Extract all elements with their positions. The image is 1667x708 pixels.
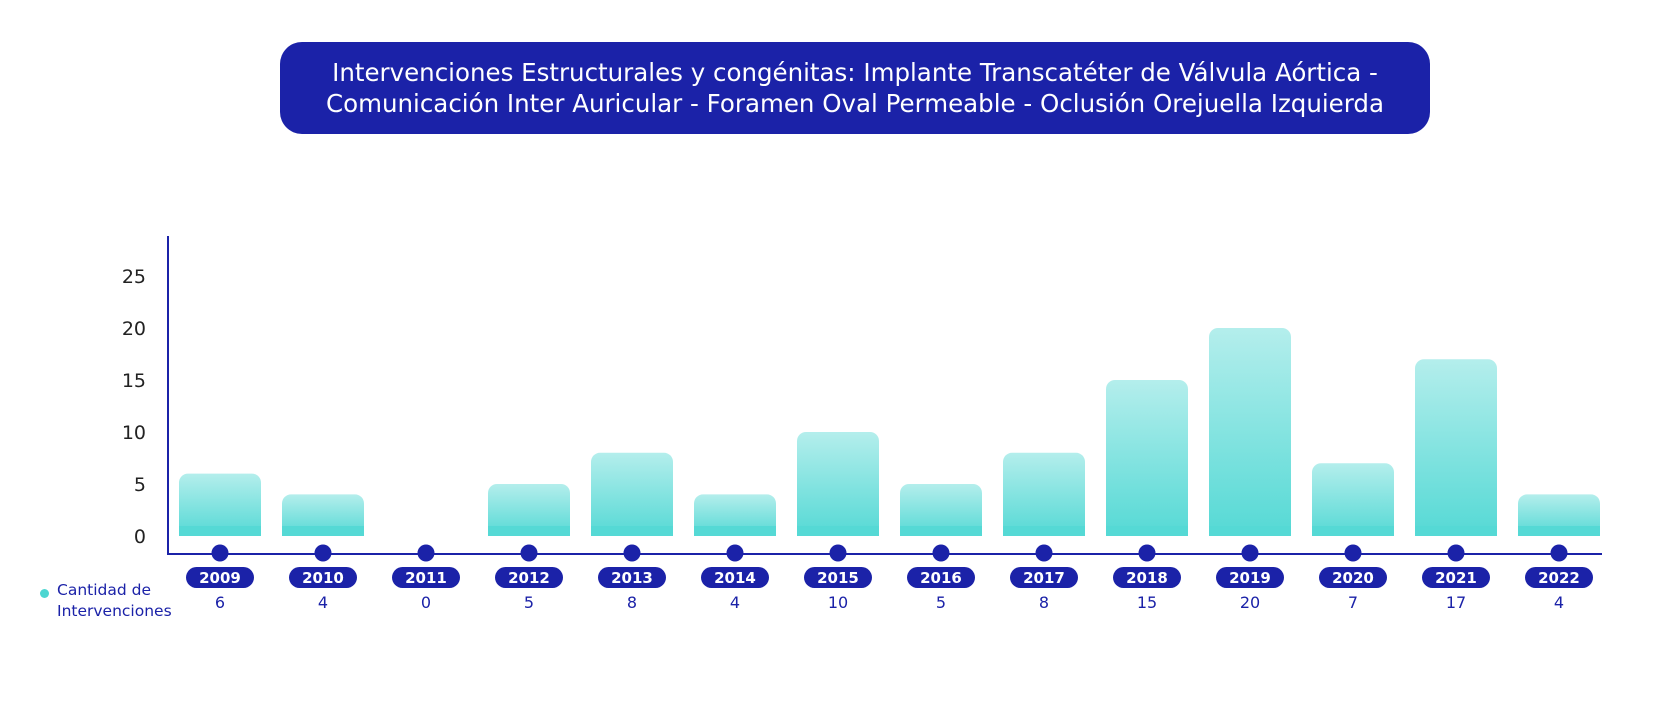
y-tick-label: 20 [122,318,146,340]
x-axis-marker [623,544,641,562]
bar-base [488,526,570,536]
year-pill [907,567,975,588]
year-pill [392,567,460,588]
data-label: 4 [1554,593,1564,612]
x-tick-label: 2009 [199,569,241,587]
legend-label: Cantidad de Intervenciones [57,581,172,620]
bar [591,452,673,536]
year-pill [186,567,254,588]
x-axis-marker [314,544,332,562]
data-label: 10 [828,593,848,612]
x-axis-marker [1550,544,1568,562]
x-tick-label: 2010 [302,569,344,587]
bar [1003,452,1085,536]
year-pill [804,567,872,588]
bar-base [1312,526,1394,536]
data-label: 7 [1348,593,1358,612]
x-tick-label: 2022 [1538,569,1580,587]
bar-base [694,526,776,536]
x-axis-marker [1344,544,1362,562]
data-label: 4 [318,593,328,612]
data-label: 0 [421,593,431,612]
data-label: 6 [215,593,225,612]
bar-base [1415,526,1497,536]
x-tick-label: 2011 [405,569,447,587]
x-tick-label: 2018 [1126,569,1168,587]
x-axis-marker [829,544,847,562]
x-tick-label: 2015 [817,569,859,587]
year-pill [1319,567,1387,588]
bar-base [1518,526,1600,536]
data-label: 4 [730,593,740,612]
bar [797,432,879,536]
x-axis-marker [1138,544,1156,562]
x-axis-marker [726,544,744,562]
bar [282,494,364,536]
bar-base [1209,526,1291,536]
bar-base [900,526,982,536]
x-tick-label: 2012 [508,569,550,587]
data-label: 17 [1446,593,1466,612]
bar-base [591,526,673,536]
x-tick-label: 2017 [1023,569,1065,587]
x-axis-marker [211,544,229,562]
x-tick-label: 2016 [920,569,962,587]
x-tick-label: 2020 [1332,569,1374,587]
y-tick-label: 5 [134,474,146,496]
bar [1415,359,1497,536]
year-pill [1010,567,1078,588]
x-axis-marker [417,544,435,562]
x-axis-marker [1447,544,1465,562]
legend-marker [40,589,49,598]
x-tick-label: 2019 [1229,569,1271,587]
chart-title: Intervenciones Estructurales y congénita… [280,42,1430,134]
bar [179,473,261,536]
x-axis-marker [520,544,538,562]
year-pill [289,567,357,588]
y-tick-label: 25 [122,266,146,288]
bar [900,484,982,536]
bar-base [282,526,364,536]
year-pill [1422,567,1490,588]
data-label: 20 [1240,593,1260,612]
year-pill [598,567,666,588]
bar [488,484,570,536]
year-pill [1525,567,1593,588]
legend: Cantidad de Intervenciones [40,580,177,622]
bar-base [797,526,879,536]
data-label: 8 [1039,593,1049,612]
x-axis-marker [1035,544,1053,562]
bar [1106,380,1188,536]
year-pill [495,567,563,588]
bar [1312,463,1394,536]
y-tick-label: 15 [122,370,146,392]
bar [1518,494,1600,536]
data-label: 5 [524,593,534,612]
x-tick-label: 2013 [611,569,653,587]
x-tick-label: 2014 [714,569,756,587]
y-tick-label: 10 [122,422,146,444]
bar-base [179,526,261,536]
data-label: 15 [1137,593,1157,612]
year-pill [1113,567,1181,588]
data-label: 5 [936,593,946,612]
bar [694,494,776,536]
x-tick-label: 2021 [1435,569,1477,587]
year-pill [701,567,769,588]
year-pill [1216,567,1284,588]
y-tick-label: 0 [134,526,146,548]
bar [1209,328,1291,536]
bar-base [1003,526,1085,536]
x-axis-marker [1241,544,1259,562]
bar-base [1106,526,1188,536]
data-label: 8 [627,593,637,612]
x-axis-marker [932,544,950,562]
